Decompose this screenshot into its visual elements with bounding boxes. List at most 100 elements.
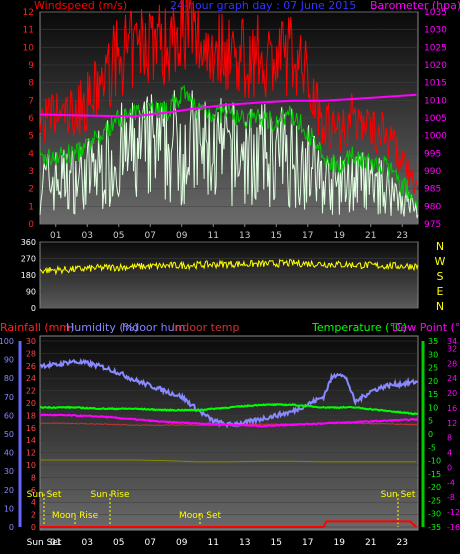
- humidity-line: [39, 358, 419, 429]
- dew-point-tick: 32: [447, 344, 457, 353]
- direction-left-tick: 90: [26, 288, 36, 297]
- dew-point-tick: 20: [447, 389, 457, 398]
- wind-gust-line: [39, 0, 419, 194]
- compass-label: S: [437, 270, 444, 283]
- top-right-tick: 995: [424, 149, 441, 159]
- annotation-label: Sun Set: [27, 490, 62, 500]
- annotation-label: Sun Set: [381, 490, 416, 500]
- wind-direction-line: [39, 258, 419, 276]
- bottom-x-tick: 09: [176, 538, 188, 548]
- top-x-tick: 21: [365, 231, 376, 241]
- dew-point-label: Dew Point (°C): [392, 321, 460, 334]
- top-left-tick: 11: [23, 26, 34, 36]
- dew-point-tick: -4: [447, 478, 455, 487]
- bottom-x-tick: 15: [271, 538, 282, 548]
- dew-point-tick: -8: [447, 493, 455, 502]
- compass-label: N: [436, 240, 444, 253]
- bottom-x-tick: 21: [365, 538, 376, 548]
- indoor-hum-line: [40, 459, 417, 463]
- annotation-label: Moon Set: [179, 511, 222, 521]
- rainfall-tick: 16: [26, 424, 36, 433]
- top-x-tick: 13: [239, 231, 250, 241]
- humidity-tick: 20: [4, 486, 14, 495]
- direction-left-tick: 180: [21, 271, 36, 280]
- top-right-tick: 1025: [424, 43, 447, 53]
- humidity-tick: 0: [9, 523, 14, 532]
- top-right-tick: 1035: [424, 8, 447, 18]
- top-right-tick: 1000: [424, 132, 447, 142]
- humidity-tick: 30: [4, 467, 14, 476]
- temperature-tick: 15: [428, 390, 438, 399]
- top-right-tick: 990: [424, 167, 441, 177]
- top-x-tick: 07: [145, 231, 156, 241]
- temperature-tick: 35: [428, 337, 438, 346]
- dew-point-tick: 34: [447, 337, 457, 346]
- bottom-x-tick: 01: [50, 538, 61, 548]
- data-marks-group: [39, 0, 419, 528]
- temperature-tick: 20: [428, 377, 438, 386]
- dew-point-tick: 12: [447, 419, 457, 428]
- indoor-hum-label: Indoor hum: [122, 321, 185, 334]
- humidity-tick: 70: [4, 393, 14, 402]
- temperature-tick: 30: [428, 350, 438, 359]
- temperature-tick: -25: [428, 496, 441, 505]
- compass-label: N: [436, 300, 444, 313]
- rainfall-tick: 20: [26, 399, 36, 408]
- temperature-line: [39, 403, 419, 416]
- temperature-tick: -5: [428, 443, 436, 452]
- top-x-tick: 11: [208, 231, 219, 241]
- windspeed-label: Windspeed (m/s): [34, 0, 127, 12]
- top-x-tick: 15: [271, 231, 282, 241]
- temperature-tick: -10: [428, 457, 441, 466]
- top-left-tick: 2: [28, 185, 34, 195]
- bottom-x-tick: 19: [334, 538, 346, 548]
- wind-speed-line: [39, 90, 419, 219]
- rainfall-tick: 8: [31, 473, 36, 482]
- direction-left-tick: 270: [21, 255, 36, 264]
- bottom-x-tick: 11: [208, 538, 219, 548]
- rainfall-tick: 24: [26, 374, 36, 383]
- rainfall-tick: 14: [26, 436, 36, 445]
- top-right-tick: 1005: [424, 114, 447, 124]
- barometer-label: Barometer (hpa): [370, 0, 460, 12]
- direction-left-tick: 0: [31, 304, 36, 313]
- top-x-tick: 17: [302, 231, 313, 241]
- humidity-label: Humidity (%): [66, 321, 138, 334]
- top-left-tick: 5: [28, 132, 34, 142]
- dew-point-tick: -16: [447, 523, 460, 532]
- top-x-tick: 01: [50, 231, 61, 241]
- top-x-tick: 19: [334, 231, 346, 241]
- humidity-tick: 90: [4, 356, 14, 365]
- bottom-x-tick: 03: [82, 538, 93, 548]
- compass-label: E: [437, 285, 444, 298]
- temperature-tick: 25: [428, 364, 438, 373]
- rainfall-tick: 22: [26, 387, 36, 396]
- dew-point-tick: 8: [447, 434, 452, 443]
- dew-point-tick: 4: [447, 449, 452, 458]
- humidity-tick: 50: [4, 430, 14, 439]
- top-left-tick: 6: [28, 114, 34, 124]
- bottom-x-tick: Sun Set: [27, 538, 62, 548]
- dew-point-tick: 0: [447, 463, 452, 472]
- bottom-x-tick: 23: [397, 538, 408, 548]
- compass-label: W: [435, 255, 446, 268]
- temperature-tick: -15: [428, 470, 441, 479]
- rainfall-tick: 18: [26, 411, 36, 420]
- top-right-tick: 985: [424, 185, 441, 195]
- annotation-label: Sun Rise: [91, 490, 130, 500]
- top-x-tick: 03: [82, 231, 93, 241]
- temperature-tick: -20: [428, 483, 441, 492]
- top-left-tick: 7: [28, 96, 34, 106]
- humidity-tick: 10: [4, 504, 14, 513]
- top-x-tick: 09: [176, 231, 188, 241]
- top-right-tick: 1010: [424, 96, 447, 106]
- temperature-tick: -35: [428, 523, 441, 532]
- humidity-tick: 40: [4, 449, 14, 458]
- top-left-tick: 3: [28, 167, 34, 177]
- rainfall-tick: 28: [26, 349, 36, 358]
- dew-point-tick: 28: [447, 359, 457, 368]
- humidity-tick: 60: [4, 411, 14, 420]
- barometer-line: [39, 93, 417, 118]
- rainfall-label: Rainfall (mm): [0, 321, 74, 334]
